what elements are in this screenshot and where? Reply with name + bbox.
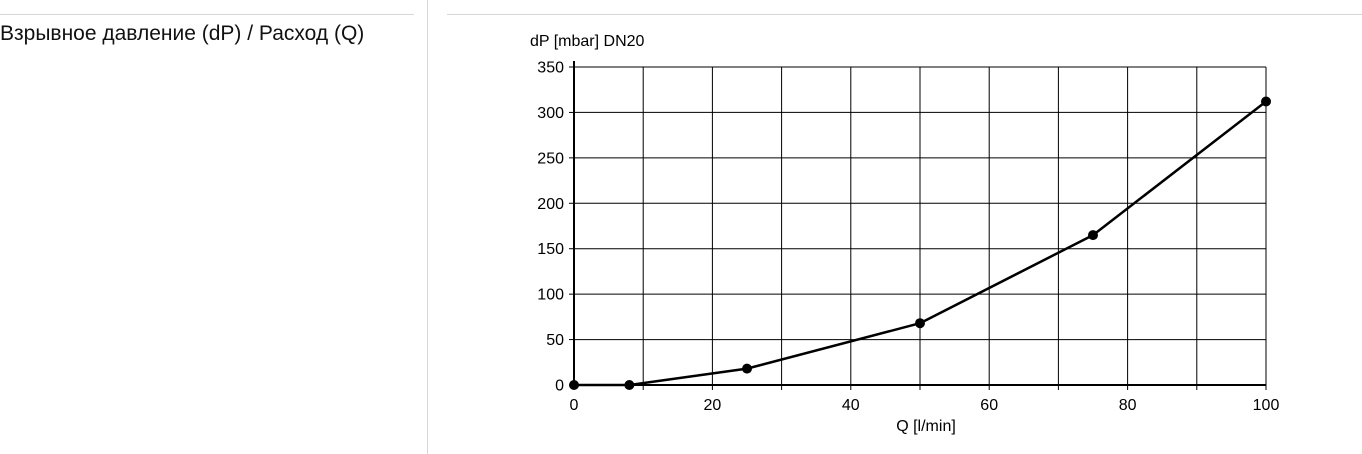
- data-point: [915, 318, 925, 329]
- y-tick-label: 200: [537, 196, 564, 213]
- y-tick-label: 150: [537, 241, 564, 258]
- x-tick-label: 40: [842, 397, 860, 414]
- y-tick-label: 50: [546, 332, 564, 349]
- x-tick-label: 100: [1253, 397, 1280, 414]
- top-rule-right: [447, 14, 1362, 15]
- data-point: [624, 380, 635, 390]
- row-label: Взрывное давление (dP) / Расход (Q): [0, 22, 365, 45]
- top-rule-left: [0, 14, 414, 15]
- x-tick-label: 20: [704, 397, 722, 414]
- data-point: [569, 380, 579, 390]
- y-tick-label: 0: [555, 378, 564, 395]
- chart-ticks: 0 50 100 150 200 250 300 350 0 20 40 60 80 100: [537, 60, 1279, 415]
- y-tick-label: 100: [537, 287, 564, 304]
- y-tick-label: 350: [537, 60, 564, 77]
- chart-container: 0 50 100 150 200 250 300 350 0 20 40 60 80 100 dP [mb…: [460, 20, 1362, 454]
- y-tick-label: 250: [537, 150, 564, 167]
- x-tick-label: 60: [980, 397, 998, 414]
- y-axis-label: dP [mbar] DN20: [530, 33, 645, 50]
- x-tick-label: 80: [1119, 397, 1137, 414]
- data-point: [742, 363, 752, 374]
- line-chart: 0 50 100 150 200 250 300 350 0 20 40 60 80 100 dP [mb…: [530, 33, 1279, 435]
- chart-grid: [574, 66, 1267, 385]
- x-axis-label: Q [l/min]: [896, 418, 956, 435]
- column-divider: [427, 0, 428, 454]
- data-point: [1088, 230, 1098, 241]
- data-point: [1261, 96, 1271, 107]
- y-tick-label: 300: [537, 105, 564, 122]
- x-tick-label: 0: [570, 397, 579, 414]
- chart-series: [569, 96, 1271, 390]
- chart-axes: [569, 61, 1267, 390]
- series-line: [574, 100, 1267, 387]
